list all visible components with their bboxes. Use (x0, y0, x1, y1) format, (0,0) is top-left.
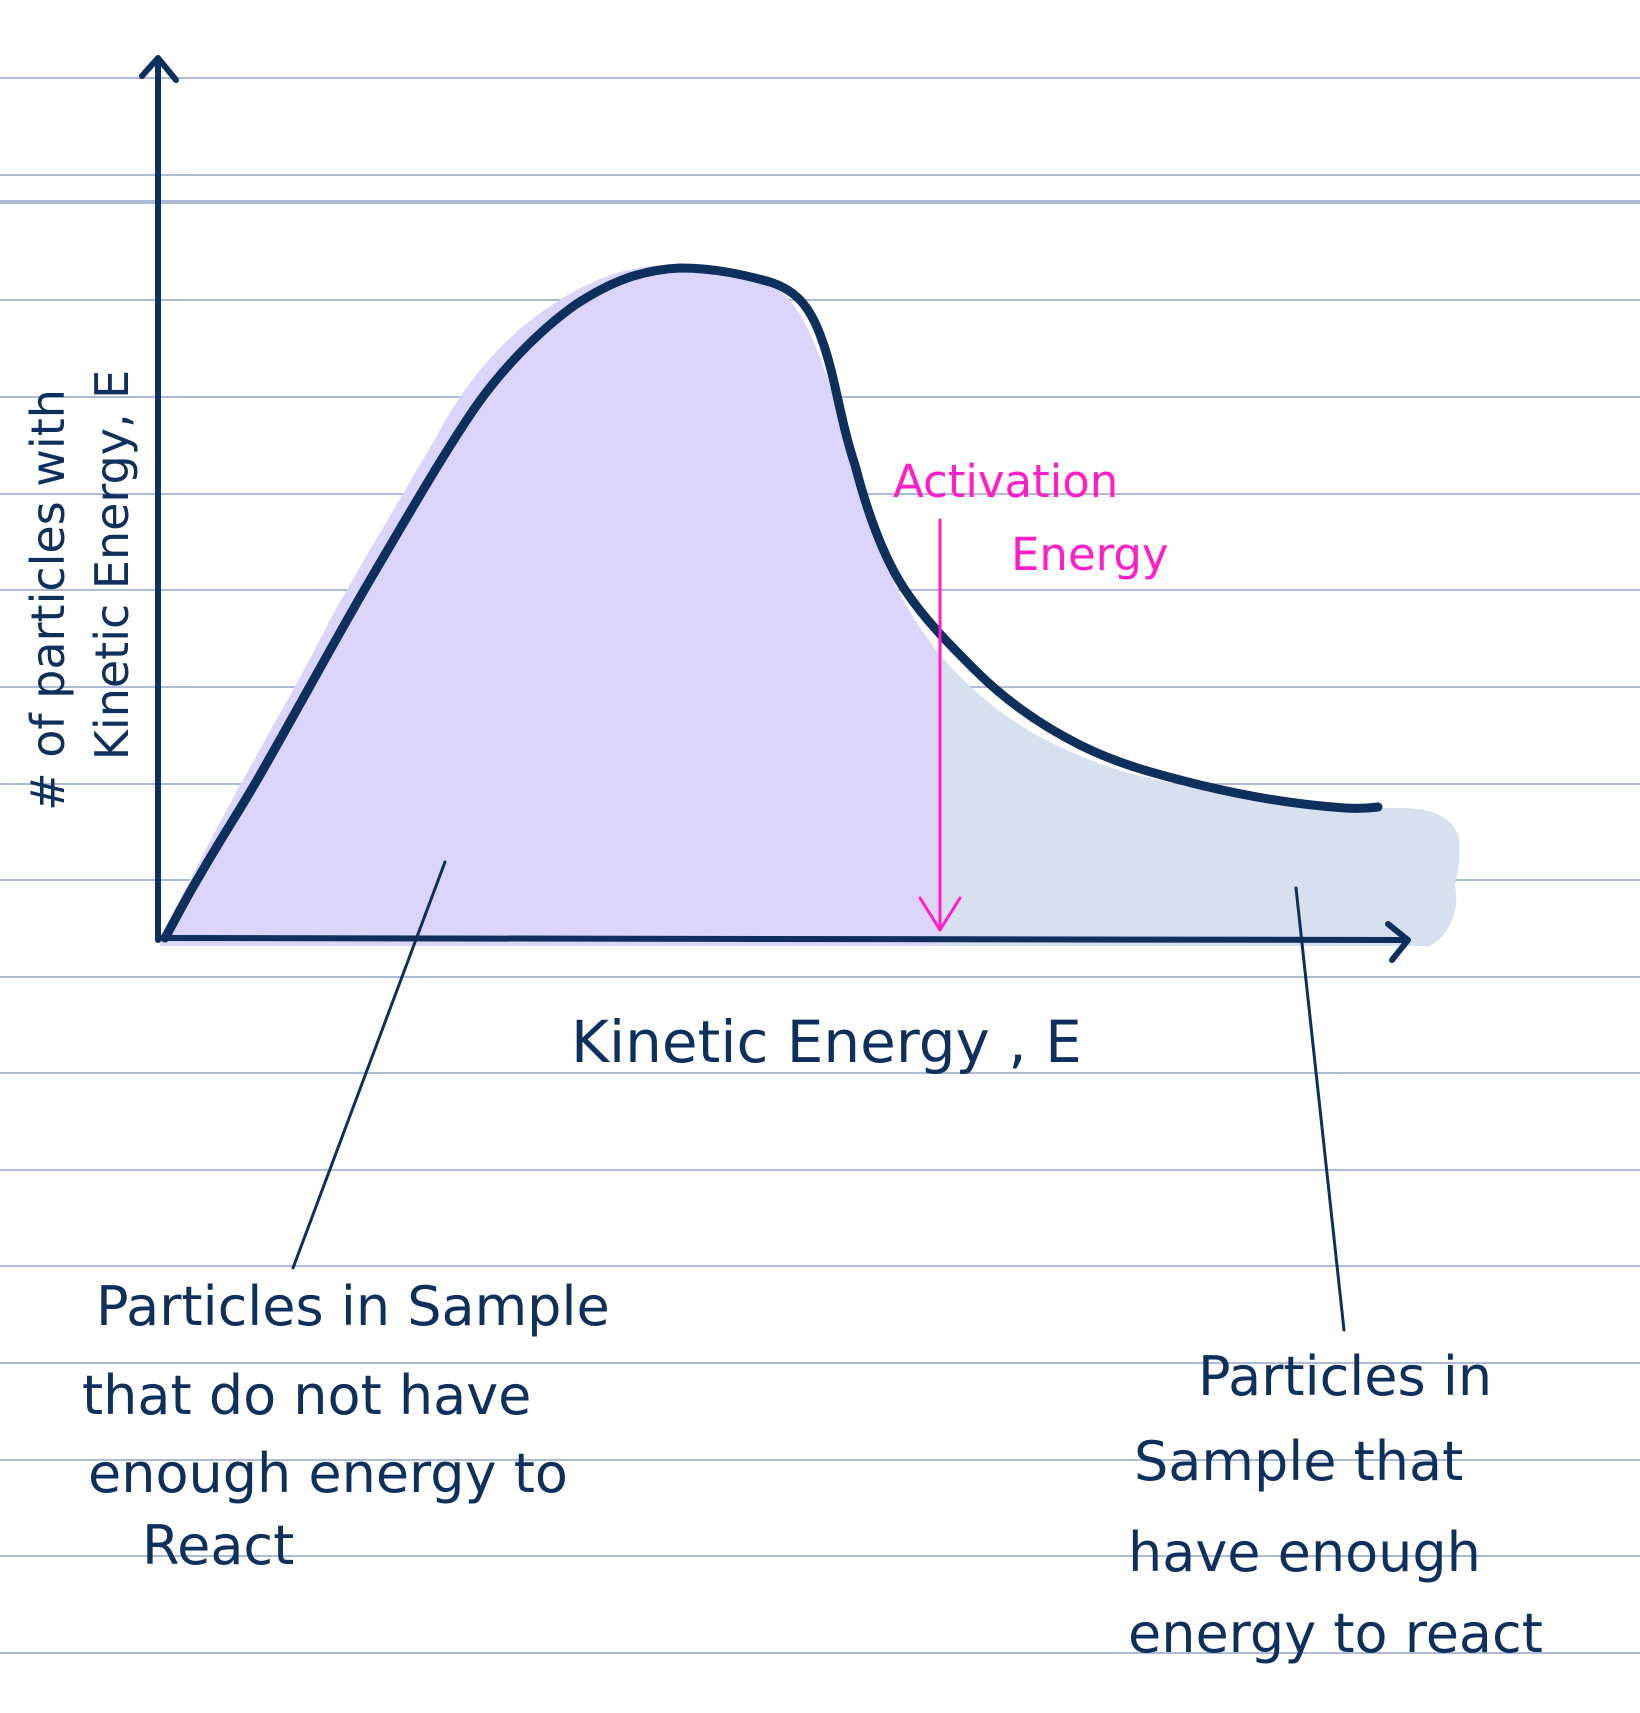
left-annotation-line-2: that do not have (82, 1364, 531, 1427)
right-annotation-line-2: Sample that (1134, 1430, 1463, 1493)
right-annotation-leader-line (1294, 886, 1346, 1332)
left-annotation-line-1: Particles in Sample (96, 1275, 610, 1338)
region-above-activation-energy (940, 655, 1460, 946)
y-axis-label-line-1: # of particles with (21, 389, 75, 811)
activation-label-line-2: Energy (1011, 528, 1169, 581)
x-axis-arrowhead (1385, 921, 1411, 963)
y-axis-label-line-2-group: Kinetic Energy, E (85, 370, 139, 760)
right-annotation-line-1: Particles in (1198, 1345, 1492, 1408)
y-axis-label-line-1-group: # of particles with (21, 389, 75, 811)
left-annotation-line-4: React (142, 1514, 294, 1577)
distribution-curve (160, 263, 1383, 943)
activation-label-line-1: Activation (893, 455, 1118, 508)
right-annotation-line-4: energy to react (1128, 1602, 1543, 1665)
y-axis-label-line-2: Kinetic Energy, E (85, 370, 139, 760)
x-axis-label: Kinetic Energy , E (571, 1008, 1082, 1076)
region-below-activation-energy (160, 265, 940, 946)
x-axis (155, 935, 1408, 943)
left-annotation-line-3: enough energy to (88, 1442, 568, 1505)
notebook-ruled-lines (0, 77, 1640, 1654)
right-annotation-line-3: have enough (1128, 1521, 1481, 1584)
y-axis-arrowhead (139, 55, 179, 83)
activation-energy-arrowhead (918, 896, 962, 932)
left-annotation-leader-line (291, 860, 447, 1270)
